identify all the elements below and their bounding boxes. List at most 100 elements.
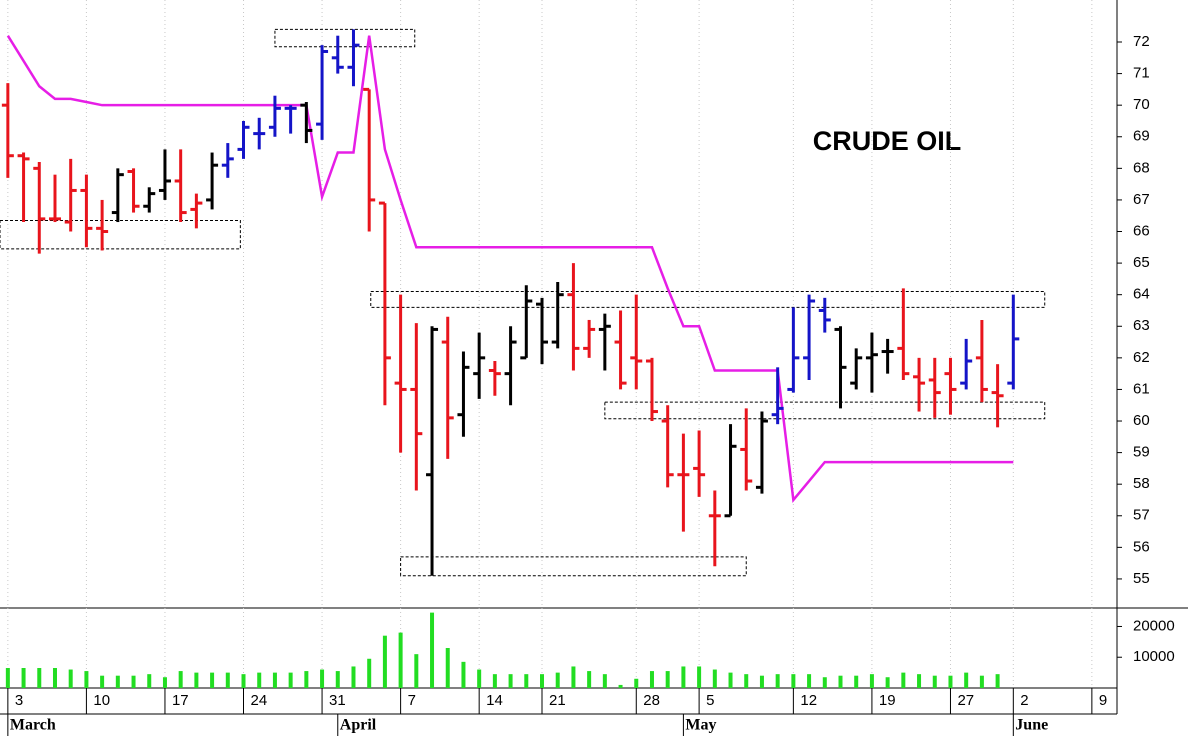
volume-bar <box>869 674 874 688</box>
volume-bar <box>917 674 922 688</box>
volume-bar <box>100 675 105 688</box>
volume-bar <box>382 635 387 688</box>
x-tick-label: 19 <box>879 692 896 709</box>
y-tick-label: 65 <box>1133 254 1150 271</box>
x-tick-label: 2 <box>1020 692 1028 709</box>
volume-bar <box>445 648 450 688</box>
y-tick-label: 63 <box>1133 317 1150 334</box>
volume-bar <box>320 669 325 688</box>
volume-bar <box>649 671 654 688</box>
volume-bar <box>964 672 969 688</box>
volume-bar <box>775 674 780 688</box>
volume-bar <box>728 672 733 688</box>
volume-bar <box>178 671 183 688</box>
price-zone <box>274 28 416 48</box>
x-tick-label: 5 <box>706 692 714 709</box>
volume-bar <box>995 674 1000 688</box>
x-tick-label: 27 <box>957 692 974 709</box>
volume-bar <box>241 674 246 688</box>
price-zone <box>604 401 1046 420</box>
volume-bar <box>822 677 827 688</box>
volume-bar <box>712 669 717 688</box>
volume-bar <box>115 675 120 688</box>
y-tick-label: 68 <box>1133 159 1150 176</box>
volume-bar <box>948 675 953 688</box>
x-tick-label: 28 <box>643 692 660 709</box>
volume-bar <box>398 632 403 688</box>
volume-bar <box>524 674 529 688</box>
volume-bar <box>84 671 89 688</box>
y-tick-label: 67 <box>1133 191 1150 208</box>
volume-bar <box>147 674 152 688</box>
volume-bar <box>351 666 356 688</box>
volume-bar <box>131 675 136 688</box>
volume-bar <box>21 668 26 688</box>
volume-bar <box>335 671 340 688</box>
volume-tick-label: 20000 <box>1133 617 1175 634</box>
y-tick-label: 72 <box>1133 33 1150 50</box>
volume-bar <box>272 672 277 688</box>
x-tick-label: 31 <box>329 692 346 709</box>
volume-bar <box>697 666 702 688</box>
volume-bar <box>571 666 576 688</box>
volume-bar <box>744 674 749 688</box>
volume-bar <box>304 671 309 688</box>
volume-bar <box>52 668 57 688</box>
volume-bar <box>430 612 435 688</box>
volume-bar <box>555 672 560 688</box>
volume-bar <box>854 675 859 688</box>
x-tick-label: 9 <box>1099 692 1107 709</box>
x-tick-label: 21 <box>549 692 566 709</box>
y-tick-label: 56 <box>1133 538 1150 555</box>
volume-bar <box>210 672 215 688</box>
volume-bar <box>477 669 482 688</box>
volume-bar <box>618 684 623 688</box>
volume-bar <box>602 674 607 688</box>
volume-bar <box>901 672 906 688</box>
volume-bar <box>257 672 262 688</box>
volume-bar <box>681 666 686 688</box>
volume-bar <box>838 675 843 688</box>
y-tick-label: 64 <box>1133 286 1150 303</box>
volume-bar <box>194 672 199 688</box>
y-tick-label: 70 <box>1133 96 1150 113</box>
x-tick-label: 14 <box>486 692 503 709</box>
x-tick-label: 10 <box>93 692 110 709</box>
volume-bar <box>508 674 513 688</box>
price-zone <box>400 556 747 577</box>
volume-bar <box>492 674 497 688</box>
x-tick-label: 12 <box>800 692 817 709</box>
volume-bar <box>68 669 73 688</box>
volume-bar <box>367 658 372 688</box>
y-tick-label: 71 <box>1133 65 1150 82</box>
x-tick-label: 3 <box>15 692 23 709</box>
volume-bar <box>665 671 670 688</box>
month-label: March <box>10 717 56 734</box>
volume-bar <box>37 668 42 688</box>
volume-bar <box>414 654 419 688</box>
volume-tick-label: 10000 <box>1133 648 1175 665</box>
volume-bar <box>634 678 639 688</box>
month-label: May <box>685 717 716 734</box>
volume-bar <box>461 661 466 688</box>
volume-bar <box>540 674 545 688</box>
volume-bar <box>932 675 937 688</box>
y-tick-label: 66 <box>1133 222 1150 239</box>
y-tick-label: 59 <box>1133 444 1150 461</box>
volume-bar <box>288 672 293 688</box>
volume-bar <box>5 668 10 688</box>
y-tick-label: 62 <box>1133 349 1150 366</box>
volume-bar <box>807 674 812 688</box>
stop-line <box>6 35 1014 504</box>
volume-bar <box>759 675 764 688</box>
month-label: April <box>340 717 377 734</box>
y-tick-label: 60 <box>1133 412 1150 429</box>
y-tick-label: 57 <box>1133 507 1150 524</box>
x-tick-label: 17 <box>172 692 189 709</box>
month-label: June <box>1015 717 1048 734</box>
x-tick-label: 7 <box>408 692 416 709</box>
x-tick-label: 24 <box>251 692 268 709</box>
volume-bar <box>162 677 167 688</box>
